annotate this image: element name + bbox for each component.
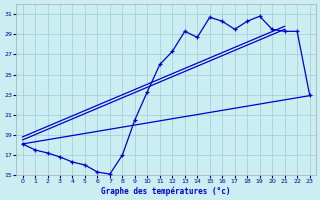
X-axis label: Graphe des températures (°c): Graphe des températures (°c) bbox=[101, 186, 231, 196]
